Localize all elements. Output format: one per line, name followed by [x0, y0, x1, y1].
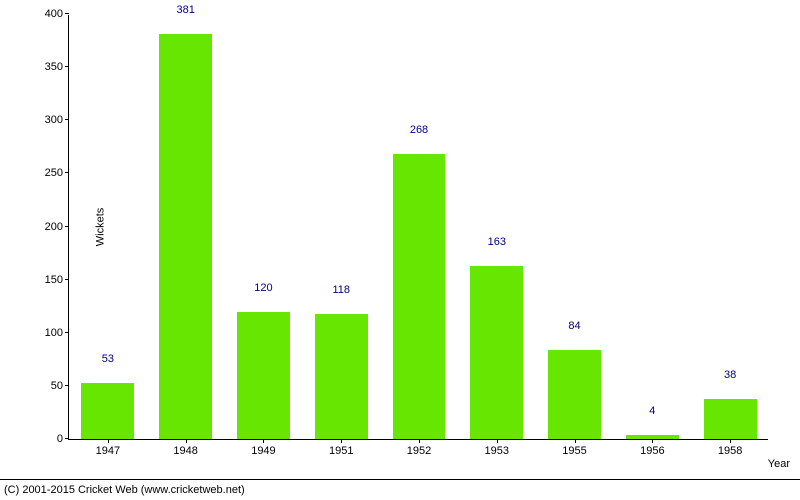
x-axis-label: Year	[768, 458, 790, 470]
y-tick-mark	[65, 66, 69, 67]
bar	[315, 314, 368, 439]
chart-container: Wickets 0 50 100 150 200 250 300 350 400 53 381 12…	[0, 0, 800, 500]
bar	[704, 399, 757, 439]
x-tick-mark	[730, 439, 731, 443]
bar-value-label: 163	[488, 236, 506, 251]
x-tick-mark	[419, 439, 420, 443]
bar-value-label: 53	[102, 353, 114, 368]
x-tick-mark	[263, 439, 264, 443]
y-tick-mark	[65, 332, 69, 333]
bar-value-label: 381	[176, 4, 194, 19]
x-tick-mark	[497, 439, 498, 443]
y-tick-mark	[65, 119, 69, 120]
bar-value-label: 120	[254, 282, 272, 297]
y-tick-label: 300	[45, 114, 69, 126]
bar	[393, 154, 446, 439]
bar	[81, 383, 134, 439]
bar-value-label: 38	[724, 369, 736, 384]
y-tick-label: 250	[45, 167, 69, 179]
y-tick-label: 400	[45, 8, 69, 20]
bar	[548, 350, 601, 439]
bar	[470, 266, 523, 439]
footer-divider	[0, 479, 800, 480]
y-tick-mark	[65, 13, 69, 14]
bar	[159, 34, 212, 439]
y-tick-label: 50	[51, 380, 69, 392]
y-tick-label: 100	[45, 327, 69, 339]
x-tick-mark	[108, 439, 109, 443]
y-tick-label: 350	[45, 61, 69, 73]
x-tick-mark	[341, 439, 342, 443]
plot-area: Wickets 050100150200250300350400 5338112…	[68, 15, 768, 440]
copyright-text: (C) 2001-2015 Cricket Web (www.cricketwe…	[4, 484, 245, 496]
bar-value-label: 118	[332, 284, 350, 299]
x-tick-mark	[186, 439, 187, 443]
bar-value-label: 84	[568, 320, 580, 335]
bar-value-label: 268	[410, 124, 428, 139]
bar	[237, 312, 290, 440]
bar-value-label: 4	[649, 405, 655, 420]
y-axis-label: Wickets	[94, 208, 106, 247]
y-tick-mark	[65, 385, 69, 386]
y-tick-mark	[65, 172, 69, 173]
y-tick-label: 150	[45, 274, 69, 286]
x-tick-mark	[575, 439, 576, 443]
y-tick-label: 200	[45, 221, 69, 233]
y-tick-label: 0	[57, 433, 69, 445]
y-tick-mark	[65, 279, 69, 280]
y-tick-mark	[65, 438, 69, 439]
x-tick-mark	[652, 439, 653, 443]
y-tick-mark	[65, 226, 69, 227]
